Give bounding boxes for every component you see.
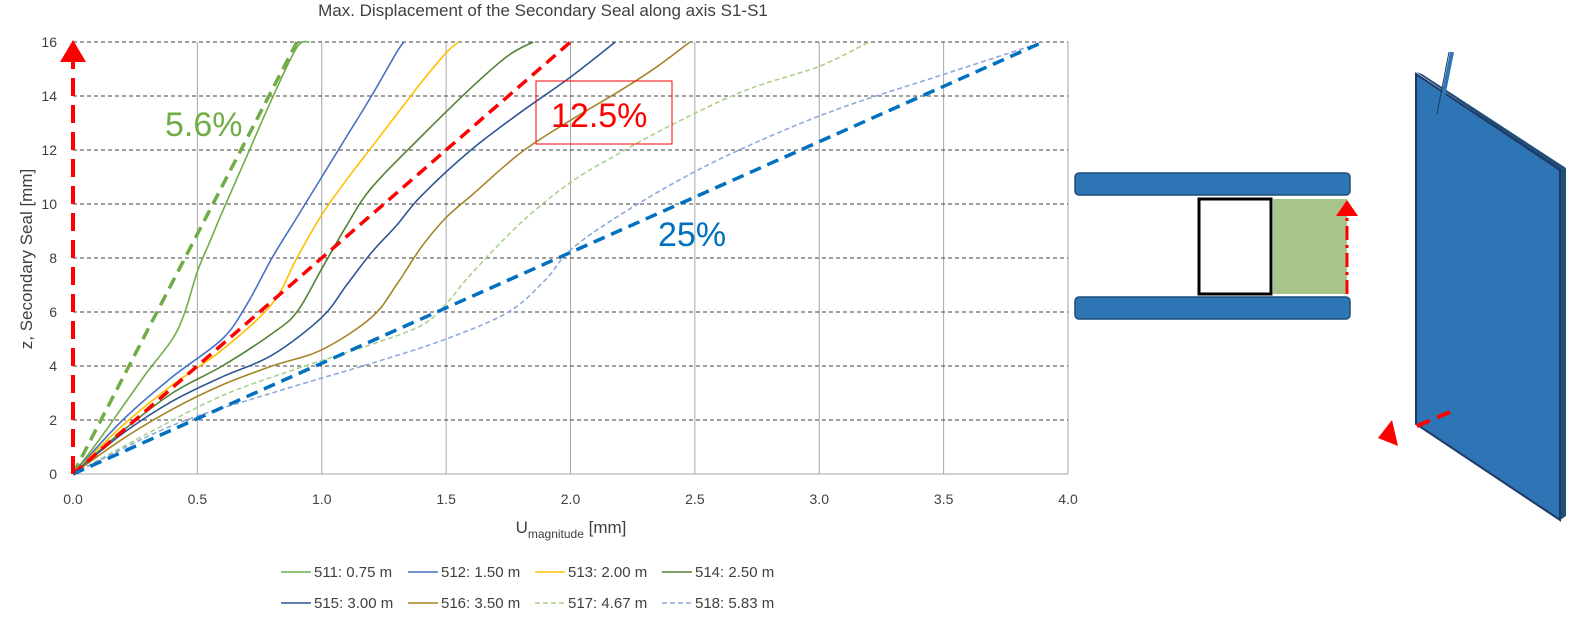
x-tick-label: 3.0 [810, 491, 830, 507]
panel-face [1415, 72, 1561, 522]
x-tick-label: 3.5 [934, 491, 954, 507]
annot-12-5: 12.5% [551, 97, 647, 135]
y-tick-label: 8 [49, 250, 57, 266]
upper-plate [1074, 172, 1351, 196]
series-line-6 [72, 41, 691, 475]
x-tick-label: 4.0 [1058, 491, 1078, 507]
annot-25: 25% [658, 216, 726, 254]
y-tick-label: 12 [41, 142, 57, 158]
x-axis-title-unit: [mm] [584, 518, 627, 537]
reference-line-3 [72, 40, 1044, 476]
secondary-seal [1273, 199, 1347, 294]
x-tick-label: 2.5 [685, 491, 705, 507]
y-tick-label: 6 [49, 304, 57, 320]
series-line-5 [72, 41, 616, 475]
legend: 511: 0.75 m 512: 1.50 m 513: 2.00 m 514: 2.… [281, 564, 774, 612]
series-lines [72, 40, 1044, 475]
annot-12-5-box [535, 80, 673, 145]
x-tick-label: 1.5 [436, 491, 456, 507]
x-tick-label: 0.5 [188, 491, 208, 507]
panel-side [1560, 168, 1566, 520]
series-line-8 [72, 41, 1044, 475]
panel-axis-red-dash [1411, 410, 1451, 430]
x-axis-title-sub: magnitude [528, 527, 584, 541]
series-line-3 [72, 41, 460, 475]
legend-label-3: 513: 2.00 m [568, 564, 647, 581]
legend-label-6: 516: 3.50 m [441, 595, 520, 612]
y-tick-label: 2 [49, 412, 57, 428]
legend-label-2: 512: 1.50 m [441, 564, 520, 581]
reference-lines [71, 40, 1044, 476]
y-tick-label: 4 [49, 358, 57, 374]
legend-label-8: 518: 5.83 m [695, 595, 774, 612]
seal-spacer [1197, 197, 1273, 296]
chart-title: Max. Displacement of the Secondary Seal … [318, 1, 768, 20]
panel-edge [1416, 72, 1566, 170]
annot-5-6: 5.6% [165, 106, 243, 144]
series-line-2 [72, 41, 405, 475]
reference-line-1 [71, 41, 299, 475]
y-axis-title: z, Secondary Seal [mm] [17, 169, 36, 349]
legend-label-5: 515: 3.00 m [314, 595, 393, 612]
x-tick-label: 2.0 [561, 491, 581, 507]
legend-label-7: 517: 4.67 m [568, 595, 647, 612]
x-tick-label: 0.0 [63, 491, 83, 507]
series-line-4 [72, 41, 534, 475]
x-axis-title-main: U [516, 518, 528, 537]
series-line-1 [72, 40, 310, 475]
y-axis-red-arrow-head [60, 40, 86, 62]
x-tick-label: 1.0 [312, 491, 332, 507]
legend-label-4: 514: 2.50 m [695, 564, 774, 581]
glass-panel-3d-illustration [1378, 51, 1566, 522]
lower-plate [1074, 296, 1351, 320]
panel-spacer-strip [1438, 51, 1454, 113]
y-tick-label: 10 [41, 196, 57, 212]
panel-axis-red-arrow-head [1378, 420, 1398, 446]
seal-cross-section-diagram [1074, 172, 1358, 320]
y-tick-label: 16 [41, 34, 57, 50]
x-axis-title: Umagnitude [mm] [516, 518, 627, 541]
grid [73, 41, 1069, 475]
legend-label-1: 511: 0.75 m [314, 564, 392, 581]
panel-spacer-strip-outline [1436, 51, 1450, 115]
y-tick-label: 14 [41, 88, 57, 104]
series-line-7 [72, 41, 870, 475]
seal-red-arrow-head [1336, 200, 1358, 216]
y-tick-label: 0 [49, 466, 57, 482]
reference-line-2 [71, 40, 572, 476]
tick-labels: 0.0 0.5 1.0 1.5 2.0 2.5 3.0 3.5 4.0 0 2 4 6 8 10 12 14 16 [41, 34, 1078, 507]
